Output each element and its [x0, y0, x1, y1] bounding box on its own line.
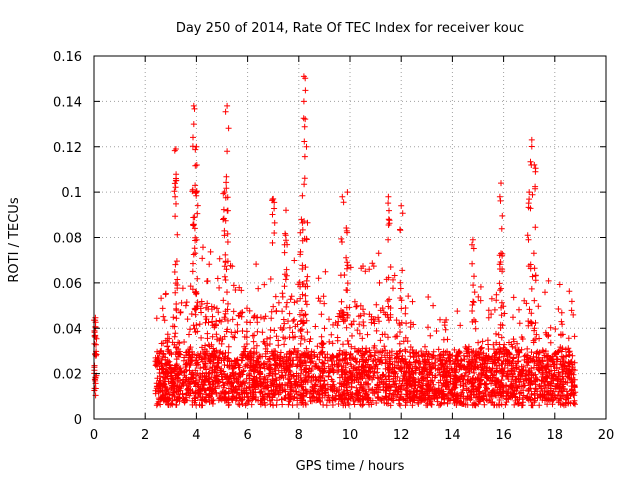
x-tick-label: 16	[495, 428, 512, 443]
roti-point	[91, 73, 579, 409]
axis-ticks	[93, 55, 607, 420]
x-tick-label: 14	[444, 428, 461, 443]
y-tick-label: 0.04	[53, 322, 82, 337]
x-tick-label: 8	[295, 428, 303, 443]
chart-title: Day 250 of 2014, Rate Of TEC Index for r…	[176, 21, 524, 36]
x-tick-label: 18	[547, 428, 564, 443]
y-tick-label: 0	[74, 413, 82, 428]
y-tick-label: 0.12	[53, 141, 82, 156]
x-tick-label: 12	[393, 428, 410, 443]
x-tick-label: 20	[598, 428, 615, 443]
x-tick-label: 4	[192, 428, 200, 443]
data-points	[91, 73, 579, 409]
x-tick-label: 2	[141, 428, 149, 443]
y-tick-label: 0.14	[53, 95, 82, 110]
x-tick-label: 6	[243, 428, 251, 443]
y-tick-label: 0.06	[53, 277, 82, 292]
y-axis-label: ROTI / TECUs	[7, 197, 22, 282]
x-tick-labels: 0 2 4 6 8 10 12 14 16 18 20	[90, 428, 614, 443]
y-tick-label: 0.02	[53, 368, 82, 383]
x-tick-label: 0	[90, 428, 98, 443]
y-tick-label: 0.16	[53, 50, 82, 65]
y-tick-label: 0.08	[53, 232, 82, 247]
x-axis-label: GPS time / hours	[296, 459, 405, 474]
y-tick-label: 0.1	[61, 186, 82, 201]
x-tick-label: 10	[342, 428, 359, 443]
y-tick-labels: 0 0.02 0.04 0.06 0.08 0.1 0.12 0.14 0.16	[53, 50, 82, 428]
